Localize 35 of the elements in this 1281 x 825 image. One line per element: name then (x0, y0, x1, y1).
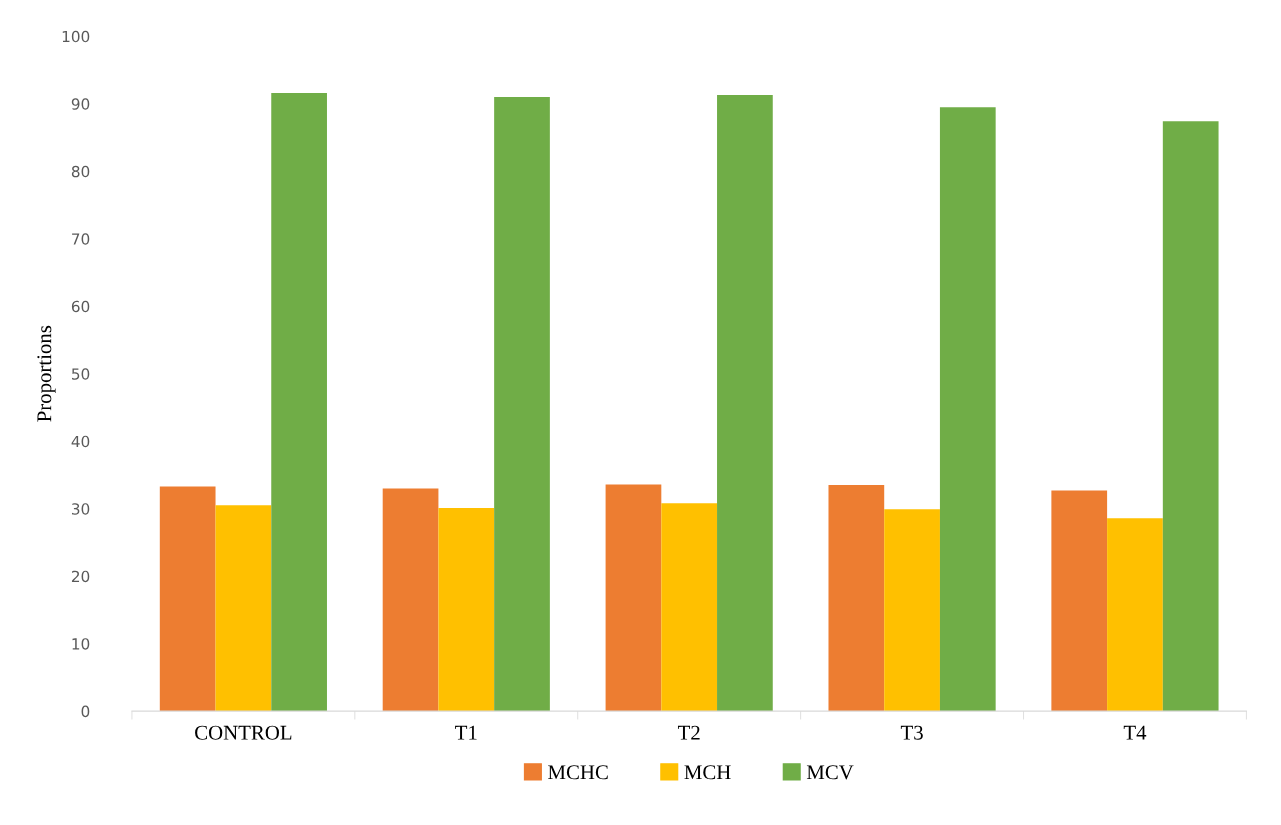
bar (939, 107, 996, 712)
x-tick-label: T4 (1123, 725, 1147, 740)
legend-label: MCV (806, 765, 854, 780)
bar (1051, 490, 1108, 712)
y-tick-label: 100 (62, 30, 90, 43)
bar (215, 505, 272, 712)
y-tick-label: 20 (71, 570, 90, 583)
bar (884, 509, 940, 712)
bar (438, 508, 495, 712)
bar (1162, 121, 1219, 712)
y-tick-label: 90 (71, 98, 90, 110)
bar (271, 92, 327, 712)
bar (717, 95, 773, 712)
bar (605, 484, 662, 712)
x-tick-label: CONTROL (195, 725, 292, 740)
x-tick-label: T3 (900, 725, 923, 740)
y-tick-label: 60 (71, 300, 90, 313)
y-tick-label: 50 (72, 368, 90, 380)
y-tick-label: 30 (72, 503, 90, 515)
bar (1107, 518, 1163, 712)
bar (661, 503, 718, 712)
bar (159, 486, 216, 712)
bar (828, 485, 885, 712)
y-tick-label: 40 (71, 435, 90, 448)
bar (494, 97, 550, 712)
bar (382, 488, 439, 712)
y-tick-label: 0 (81, 705, 90, 718)
legend-label: MCHC (548, 765, 608, 780)
legend-label: MCH (684, 765, 731, 780)
x-tick-label: T1 (455, 725, 477, 740)
y-tick-label: 10 (72, 638, 90, 650)
y-tick-label: 70 (72, 233, 90, 245)
y-axis-title: Proportions (37, 325, 56, 422)
x-tick-label: T2 (677, 725, 700, 740)
y-tick-label: 80 (71, 165, 90, 178)
